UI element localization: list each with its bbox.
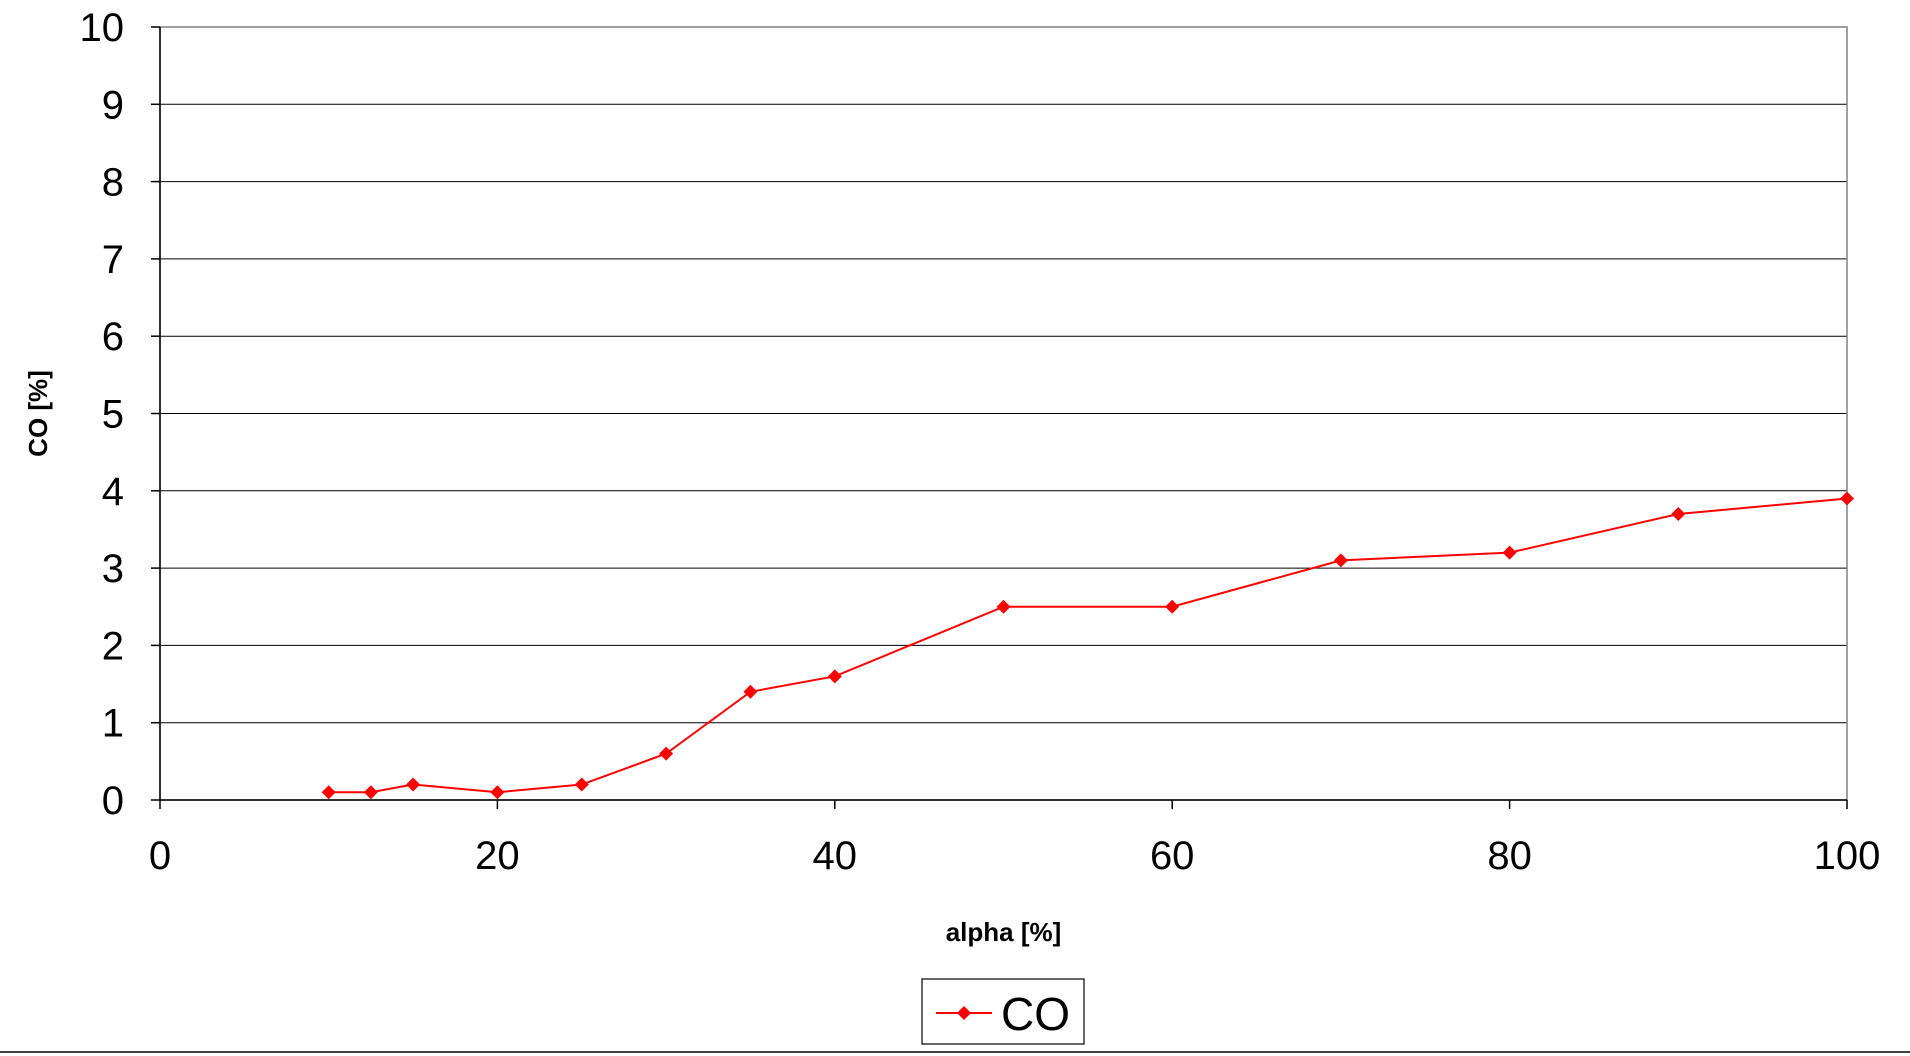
legend-marker-icon	[957, 1006, 971, 1020]
x-tick-label: 40	[813, 834, 858, 878]
y-tick-label: 5	[102, 393, 124, 437]
data-point	[1671, 506, 1686, 521]
data-point	[574, 777, 589, 792]
axes	[151, 26, 1848, 809]
y-tick-label: 6	[102, 315, 124, 359]
y-tick-label: 9	[102, 83, 124, 127]
data-point	[659, 746, 674, 761]
data-point	[406, 777, 421, 792]
y-tick-label: 0	[102, 779, 124, 823]
data-point	[1165, 599, 1180, 614]
y-tick-label: 7	[102, 238, 124, 282]
y-axis-title: CO [%]	[23, 370, 53, 457]
x-tick-label: 20	[475, 834, 520, 878]
x-tick-label: 60	[1150, 834, 1195, 878]
legend-label: CO	[1001, 988, 1070, 1040]
x-tick-label: 0	[149, 834, 171, 878]
data-point	[1502, 545, 1517, 560]
gridlines	[160, 26, 1847, 724]
legend-box	[921, 978, 1085, 1045]
data-point	[363, 785, 378, 800]
legend: CO	[921, 978, 1085, 1045]
y-tick-label: 4	[102, 470, 124, 514]
y-tick-label: 8	[102, 161, 124, 205]
data-point	[1333, 553, 1348, 568]
data-point	[827, 669, 842, 684]
data-point	[321, 785, 336, 800]
x-tick-label: 80	[1487, 834, 1532, 878]
x-axis-title: alpha [%]	[946, 917, 1062, 947]
series-line	[328, 497, 1848, 794]
y-tick-label: 3	[102, 547, 124, 591]
series-layer	[321, 491, 1854, 800]
y-tick-label: 10	[80, 6, 125, 50]
y-tick-label: 1	[102, 702, 124, 746]
data-point	[1840, 491, 1854, 506]
data-point	[743, 684, 758, 699]
x-tick-label: 100	[1814, 834, 1881, 878]
y-tick-label: 2	[102, 624, 124, 668]
data-point	[490, 785, 505, 800]
data-point	[996, 599, 1011, 614]
